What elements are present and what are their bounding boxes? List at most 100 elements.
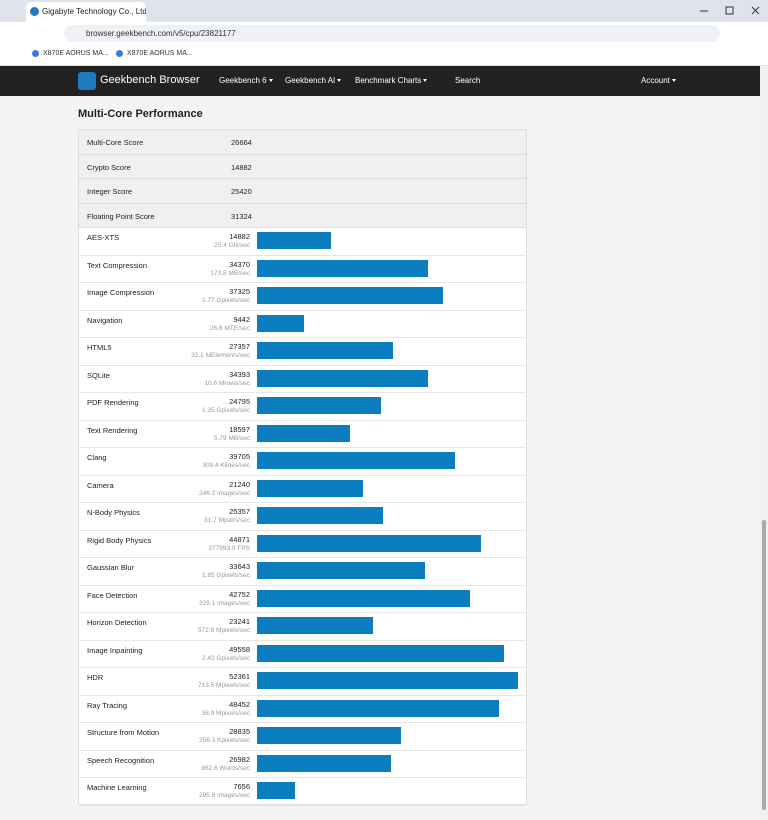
workload-detail: 5.79 MB/sec: [213, 434, 250, 442]
workload-name: Camera: [87, 480, 114, 490]
results-table: Multi-Core Score 26664 Crypto Score 14882 In…: [78, 129, 527, 806]
workload-row: Image Inpainting 49558 2.43 Gpixels/sec: [79, 641, 526, 668]
workload-detail: 32.1 MElements/sec: [191, 352, 250, 359]
summary-row: Floating Point Score 31324: [79, 203, 526, 228]
summary-row: Integer Score 25420: [79, 179, 526, 204]
score-bar: [257, 232, 332, 249]
url[interactable]: browser.geekbench.com/v5/cpu/23821177: [64, 25, 720, 42]
score-bar: [257, 287, 444, 304]
workload-detail: 295.8 images/sec: [199, 792, 250, 799]
score-bar: [257, 589, 471, 607]
workload-row: Face Detection 42752 329.1 images/sec: [79, 586, 526, 613]
score-bar: [257, 699, 499, 717]
score-bar: [257, 369, 429, 387]
window-controls: [700, 6, 760, 15]
workload-score: 26982: [229, 754, 250, 764]
workload-detail: 173.8 MB/sec: [210, 269, 250, 277]
summary-score: 26664: [231, 138, 252, 147]
workload-score: 28835: [229, 727, 250, 736]
workload-name: N-Body Physics: [87, 508, 140, 517]
workload-score: 39705: [229, 452, 250, 461]
bookmark[interactable]: X870E AORUS MA...: [116, 50, 193, 57]
workload-row: Clang 39705 309.4 Klines/sec: [79, 448, 526, 476]
summary-label: Integer Score: [87, 187, 133, 196]
workload-row: Gaussian Blur 33643 1.85 Gpixels/sec: [79, 558, 526, 586]
summary-row: Multi-Core Score 26664: [79, 130, 526, 155]
workload-name: PDF Rendering: [87, 398, 139, 407]
workload-score: 18597: [229, 424, 250, 434]
tab[interactable]: Gigabyte Technology Co., Ltd: [26, 2, 146, 22]
workload-detail: 1.85 Gpixels/sec: [201, 572, 250, 579]
brand[interactable]: Geekbench Browser: [100, 74, 200, 86]
nav-item[interactable]: Geekbench 6: [219, 76, 273, 85]
workload-detail: 31.7 Mpairs/sec: [204, 517, 250, 524]
score-bar: [257, 259, 429, 277]
workload-name: Image Inpainting: [87, 645, 143, 655]
summary-label: Floating Point Score: [87, 211, 155, 221]
workload-name: Image Compression: [87, 288, 155, 297]
score-bar: [257, 534, 481, 552]
workload-name: Text Rendering: [87, 425, 138, 435]
workload-name: Horizon Detection: [87, 618, 147, 627]
score-bar: [257, 314, 305, 332]
bookmarks-bar: X870E AORUS MA... X870E AORUS MA...: [0, 44, 768, 66]
score-bar: [257, 452, 455, 469]
workload-name: Navigation: [87, 315, 123, 325]
workload-row: Navigation 9442 26.6 MTE/sec: [79, 311, 526, 338]
workload-score: 21240: [229, 479, 250, 489]
score-bar: [257, 342, 394, 359]
workload-score: 34393: [229, 369, 250, 379]
workload-name: Gaussian Blur: [87, 563, 135, 572]
workload-score: 23241: [229, 617, 250, 626]
workload-detail: 10.6 Mrows/sec: [204, 379, 250, 387]
nav-item[interactable]: Benchmark Charts: [355, 76, 427, 85]
workload-score: 42752: [229, 589, 250, 599]
workload-name: Face Detection: [87, 590, 138, 600]
workload-row: HDR 52361 713.5 Mpixels/sec: [79, 668, 526, 696]
nav-account[interactable]: Account: [641, 76, 676, 85]
logo: [78, 72, 96, 90]
workload-detail: 246.2 images/sec: [199, 489, 250, 497]
workload-score: 24795: [229, 397, 250, 406]
scroll-thumb[interactable]: [762, 520, 766, 810]
workload-row: Text Compression 34370 173.8 MB/sec: [79, 256, 526, 283]
score-bar: [257, 424, 350, 442]
workload-row: Structure from Motion 28835 256.3 Kpixels/…: [79, 723, 526, 751]
score-bar: [257, 754, 392, 772]
workload-detail: 713.5 Mpixels/sec: [197, 682, 250, 689]
workload-name: Ray Tracing: [87, 700, 128, 710]
nav-search[interactable]: Search: [455, 76, 481, 85]
workload-score: 44871: [229, 534, 250, 544]
workload-name: Speech Recognition: [87, 755, 155, 765]
workload-detail: 2.43 Gpixels/sec: [201, 654, 250, 662]
scrollbar: [760, 66, 768, 820]
workload-row: PDF Rendering 24795 1.35 Gpixels/sec: [79, 393, 526, 421]
workload-detail: 572.9 Mpixels/sec: [197, 627, 250, 634]
nav-item[interactable]: Geekbench AI: [285, 76, 341, 85]
workload-name: Clang: [87, 453, 107, 462]
workload-detail: 309.4 Klines/sec: [202, 462, 250, 469]
workload-score: 52361: [229, 672, 250, 681]
score-bar: [257, 397, 381, 414]
score-bar: [257, 672, 518, 689]
workload-name: HTML5: [87, 343, 112, 352]
tab-bar: Gigabyte Technology Co., Ltd: [0, 0, 768, 22]
score-bar: [257, 617, 373, 634]
workload-row: Camera 21240 246.2 images/sec: [79, 476, 526, 503]
workload-score: 14882: [229, 232, 250, 241]
address-bar: browser.geekbench.com/v5/cpu/23821177: [0, 22, 768, 44]
bookmark[interactable]: X870E AORUS MA...: [32, 50, 109, 57]
workload-score: 34370: [229, 259, 250, 269]
workload-name: SQLite: [87, 370, 110, 380]
summary-label: Multi-Core Score: [87, 138, 144, 147]
workload-score: 25357: [229, 507, 250, 516]
summary-score: 31324: [231, 211, 252, 221]
workload-row: N-Body Physics 25357 31.7 Mpairs/sec: [79, 503, 526, 531]
summary-score: 25420: [231, 187, 252, 196]
workload-detail: 256.3 Kpixels/sec: [199, 737, 250, 744]
workload-row: Ray Tracing 48452 38.9 Mpixels/sec: [79, 696, 526, 723]
summary-score: 14882: [231, 162, 252, 172]
workload-name: Text Compression: [87, 260, 148, 270]
summary-row: Crypto Score 14882: [79, 154, 526, 179]
workload-detail: 25.4 GB/sec: [214, 242, 250, 249]
